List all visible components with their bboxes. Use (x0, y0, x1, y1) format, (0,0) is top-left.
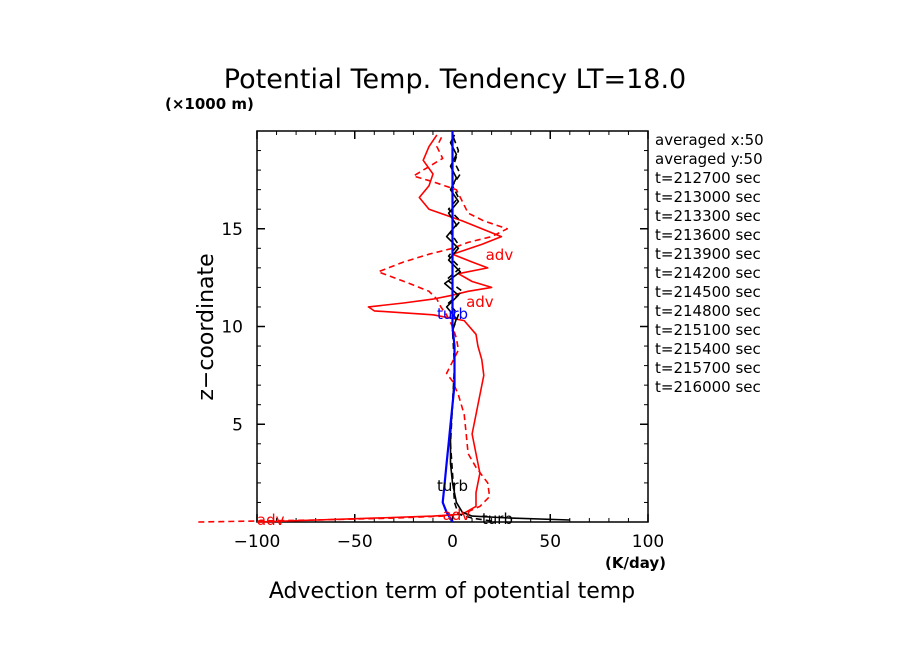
x-tick-label: −100 (234, 532, 281, 552)
y-ticks: 5 10 15 (221, 150, 648, 503)
y-axis-label: z−coordinate (194, 253, 219, 400)
x-tick-label: −50 (337, 532, 373, 552)
run-info-line: t=214800 sec (655, 302, 761, 320)
x-tick-label: 50 (539, 532, 561, 552)
y-tick-label: 5 (232, 415, 243, 435)
curve-label: adv (486, 246, 514, 264)
run-info-line: t=216000 sec (655, 378, 761, 396)
run-info-line: averaged y:50 (655, 150, 763, 168)
run-info-line: t=213600 sec (655, 226, 761, 244)
run-info-line: t=215700 sec (655, 359, 761, 377)
x-tick-label: 0 (447, 532, 458, 552)
run-info-line: t=215100 sec (655, 321, 761, 339)
run-info-line: averaged x:50 (655, 131, 764, 149)
run-info-line: t=214200 sec (655, 264, 761, 282)
curve-label: turb (482, 510, 513, 528)
y-tick-label: 15 (221, 220, 243, 240)
x-tick-label: 100 (632, 532, 664, 552)
curve-label: adv (466, 293, 494, 311)
series-adv-solid-line (256, 134, 503, 523)
x-unit-label: (K/day) (605, 554, 666, 572)
curve-label: adv (257, 511, 285, 529)
run-info-line: t=212700 sec (655, 169, 761, 187)
curves (198, 131, 570, 523)
x-axis-label: Advection term of potential temp (269, 579, 635, 604)
run-info-line: t=213900 sec (655, 245, 761, 263)
y-tick-label: 10 (221, 318, 243, 338)
run-info-line: t=213300 sec (655, 207, 761, 225)
series-turb-solid-line (443, 134, 570, 521)
curve-label: adv (443, 506, 471, 524)
series-adv-dashed-line (198, 134, 508, 523)
run-info-line: t=214500 sec (655, 283, 761, 301)
curve-label: turb (437, 477, 468, 495)
series-total-solid-line (441, 131, 456, 523)
run-info-line: t=215400 sec (655, 340, 761, 358)
curve-label: turb (437, 305, 468, 323)
y-unit-label: (×1000 m) (165, 95, 254, 113)
chart-title: Potential Temp. Tendency LT=18.0 (224, 64, 686, 95)
run-info-line: t=213000 sec (655, 188, 761, 206)
